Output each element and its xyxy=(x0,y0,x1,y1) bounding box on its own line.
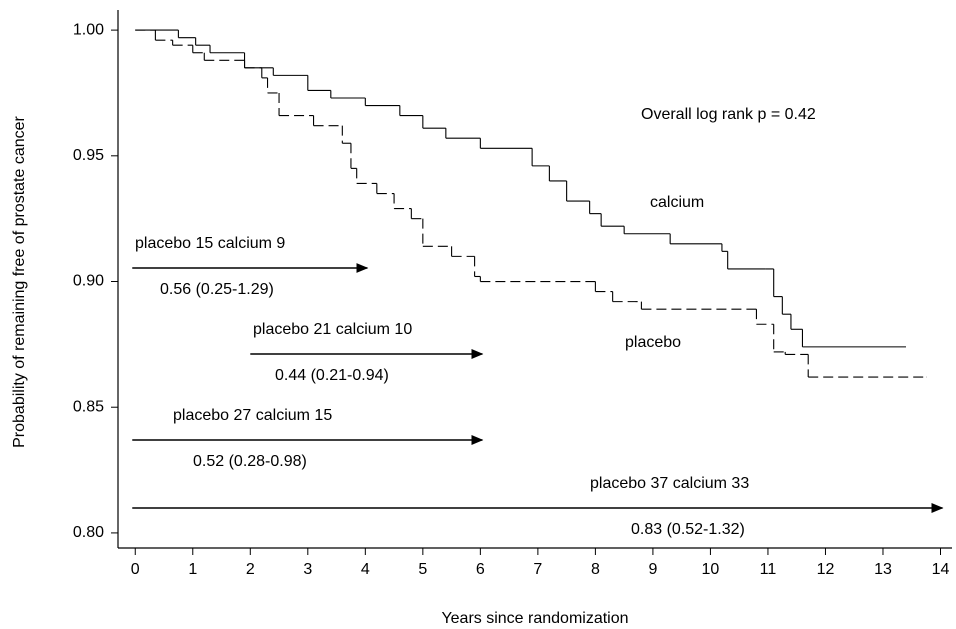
y-tick-label: 0.90 xyxy=(73,273,104,290)
x-tick-label: 8 xyxy=(591,561,600,578)
hazard-ratio: 0.56 (0.25-1.29) xyxy=(160,281,274,298)
x-tick-label: 7 xyxy=(533,561,542,578)
x-tick-label: 4 xyxy=(361,561,370,578)
y-tick-label: 0.95 xyxy=(73,147,104,164)
x-tick-label: 12 xyxy=(817,561,835,578)
interval-counts: placebo 15 calcium 9 xyxy=(135,235,285,252)
y-tick-label: 1.00 xyxy=(73,21,104,38)
x-tick-label: 10 xyxy=(702,561,720,578)
x-tick-label: 14 xyxy=(932,561,950,578)
hazard-ratio: 0.52 (0.28-0.98) xyxy=(193,453,307,470)
hazard-ratio: 0.83 (0.52-1.32) xyxy=(631,521,745,538)
x-tick-label: 5 xyxy=(418,561,427,578)
y-axis-label: Probability of remaining free of prostat… xyxy=(11,115,28,447)
x-tick-label: 9 xyxy=(648,561,657,578)
x-tick-label: 11 xyxy=(760,561,777,578)
x-tick-label: 6 xyxy=(476,561,485,578)
x-tick-label: 0 xyxy=(131,561,140,578)
series-label: calcium xyxy=(650,194,704,211)
log-rank-note: Overall log rank p = 0.42 xyxy=(641,106,816,123)
series-label: placebo xyxy=(625,334,681,351)
interval-counts: placebo 21 calcium 10 xyxy=(253,321,412,338)
interval-counts: placebo 37 calcium 33 xyxy=(590,475,749,492)
interval-counts: placebo 27 calcium 15 xyxy=(173,407,332,424)
hazard-ratio: 0.44 (0.21-0.94) xyxy=(275,367,389,384)
y-tick-label: 0.85 xyxy=(73,398,104,415)
x-axis-label: Years since randomization xyxy=(441,610,628,627)
x-tick-label: 2 xyxy=(246,561,255,578)
x-tick-label: 13 xyxy=(874,561,892,578)
x-tick-label: 3 xyxy=(303,561,312,578)
y-tick-label: 0.80 xyxy=(73,524,104,541)
x-tick-label: 1 xyxy=(188,561,197,578)
